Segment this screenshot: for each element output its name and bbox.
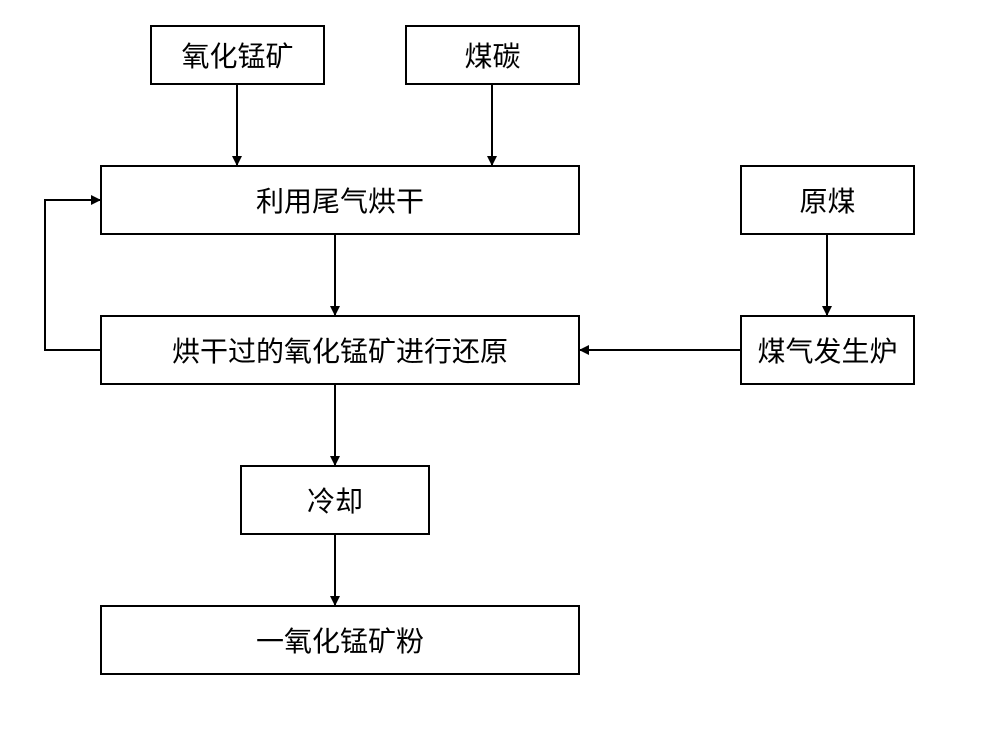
node-reduce: 烘干过的氧化锰矿进行还原 [100, 315, 580, 385]
node-mno-powder: 一氧化锰矿粉 [100, 605, 580, 675]
node-mn-oxide-ore: 氧化锰矿 [150, 25, 325, 85]
node-gas-furnace: 煤气发生炉 [740, 315, 915, 385]
flowchart-canvas: 氧化锰矿 煤碳 利用尾气烘干 原煤 烘干过的氧化锰矿进行还原 煤气发生炉 冷却 … [0, 0, 1000, 749]
edge-reduce-to-dry_tailgas [45, 200, 100, 350]
node-raw-coal: 原煤 [740, 165, 915, 235]
node-cool: 冷却 [240, 465, 430, 535]
node-dry-tailgas: 利用尾气烘干 [100, 165, 580, 235]
node-coal-carbon: 煤碳 [405, 25, 580, 85]
